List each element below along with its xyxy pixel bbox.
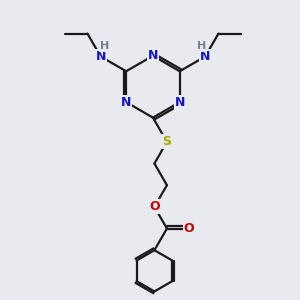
Text: N: N <box>175 96 185 109</box>
Text: O: O <box>184 222 194 235</box>
Text: N: N <box>148 49 158 62</box>
Text: H: H <box>100 41 109 51</box>
Text: N: N <box>200 50 210 63</box>
Text: O: O <box>149 200 160 213</box>
Text: H: H <box>197 41 206 51</box>
Text: N: N <box>95 50 106 63</box>
Text: S: S <box>162 135 171 148</box>
Text: N: N <box>121 96 131 109</box>
